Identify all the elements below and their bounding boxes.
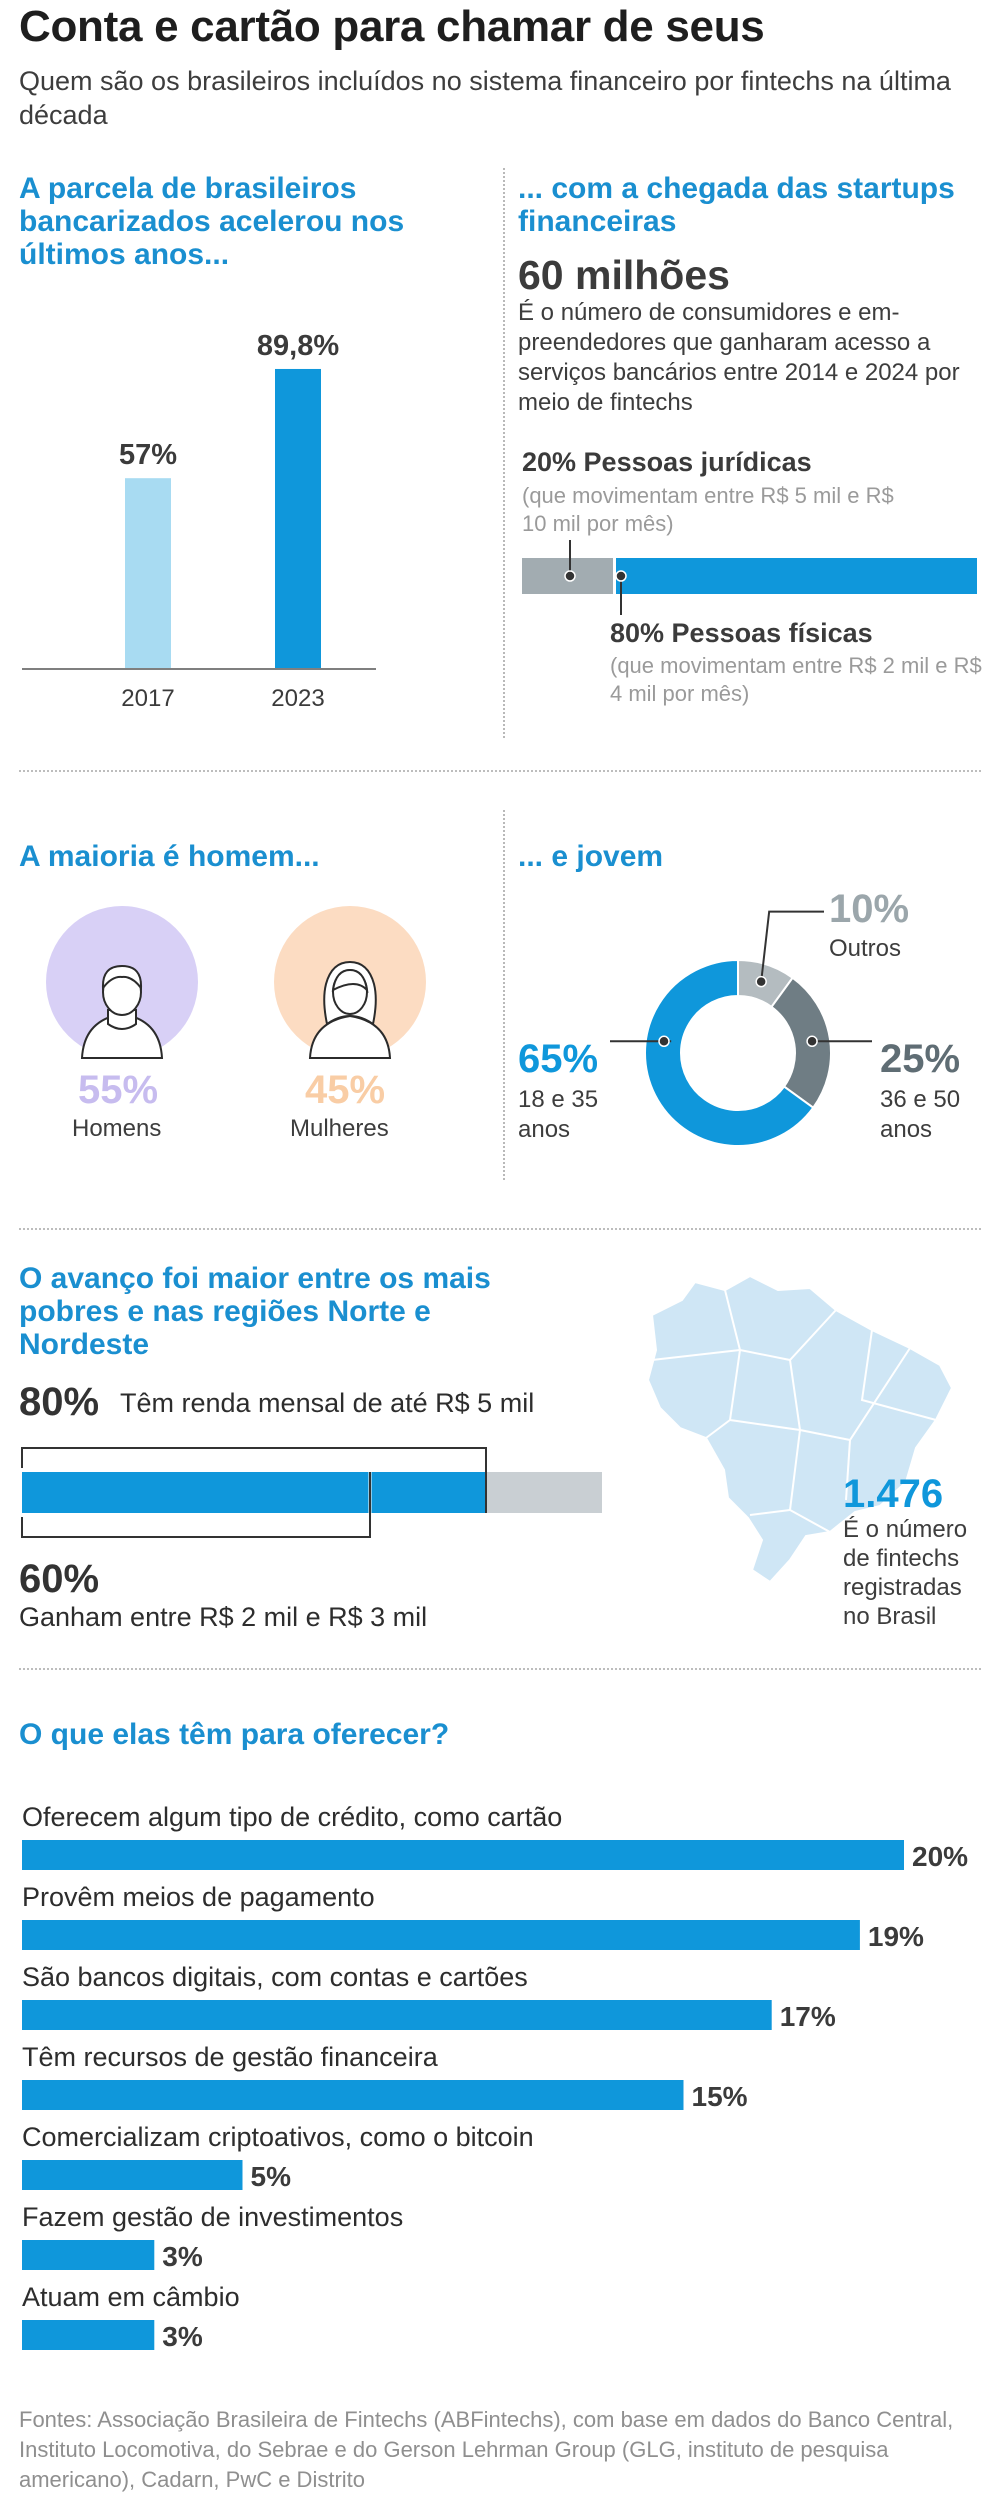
offer-value-1: 20% [912,1841,968,1872]
mid-percentage: 25% [880,1037,961,1081]
gender-section-title: A maioria é homem... [19,840,320,873]
offer-label-6: Fazem gestão de investimentos [22,2202,403,2232]
offer-label-5: Comercializam criptoativos, como o bitco… [22,2122,534,2152]
pf-note: (que movimentam entre R$ 2 mil e R$ 4 mi… [610,653,982,706]
bar-value-label-2017: 57% [119,439,177,471]
age-donut-chart [610,910,872,1147]
offer-label-1: Oferecem algum tipo de crédito, como car… [22,1802,562,1832]
offerings-bar-chart: Oferecem algum tipo de crédito, como car… [22,1802,968,2352]
men-percentage: 55% [78,1068,159,1112]
gender-illustration [46,906,426,1059]
offer-bar-6 [22,2240,155,2270]
offer-value-3: 17% [780,2001,836,2032]
age-section-title: ... e jovem [518,840,664,873]
sixty-million-number: 60 milhões [518,252,730,298]
income-section-title: O avanço foi maior entre os mais pobres … [19,1262,491,1361]
other-label: Outros [829,935,902,962]
section-divider-vertical-2 [503,810,505,1180]
pf-label: 80% Pessoas físicas [610,618,873,648]
offer-value-2: 19% [868,1921,924,1952]
income-60-bracket [21,1472,371,1538]
pf-leader-dot [615,570,627,582]
offer-value-7: 3% [162,2321,203,2352]
offer-bar-5 [22,2160,243,2190]
x-tick-label-2023: 2023 [271,685,324,712]
sources-footer: Fontes: Associação Brasileira de Fintech… [19,2407,954,2492]
mid-leader-dot [806,1035,818,1048]
offer-label-2: Provêm meios de pagamento [22,1882,375,1912]
income-bar-80 [22,1472,486,1513]
man-icon [80,964,164,1059]
offer-bar-4 [22,2080,684,2110]
fintechs-count-text: É o número de fintechs registradas no Br… [843,1516,968,1630]
offer-bar-1 [22,1840,904,1870]
pj-leader-dot [564,570,576,582]
pj-note: (que movimentam entre R$ 5 mil e R$ 10 m… [522,483,894,536]
offer-value-6: 3% [162,2241,203,2272]
young-label: 18 e 35 anos [518,1086,599,1143]
offer-bar-7 [22,2320,155,2350]
offer-bar-3 [22,2000,772,2030]
woman-icon [308,960,392,1059]
x-tick-label-2017: 2017 [121,685,174,712]
section-divider-vertical-1 [503,168,505,738]
other-leader-line [760,910,824,982]
sixty-million-description: É o número de consumidores e em-preended… [518,299,960,416]
mid-label: 36 e 50 anos [880,1086,961,1143]
pj-label: 20% Pessoas jurídicas [522,447,812,477]
other-leader-dot [755,975,767,988]
split-segment-pf [616,558,977,594]
bar-value-label-2023: 89,8% [257,330,339,362]
donut-slice-18-e-35-anos [644,958,815,1147]
income-80-label: Têm renda mensal de até R$ 5 mil [120,1388,535,1418]
section-divider-horizontal-3 [19,1668,981,1670]
startups-section-title: ... com a chegada das startups financeir… [518,172,955,238]
income-60-label: Ganham entre R$ 2 mil e R$ 3 mil [19,1602,428,1632]
pj-pf-split-bar [522,540,977,615]
offer-label-4: Têm recursos de gestão financeira [22,2042,439,2072]
income-80-bracket [21,1447,487,1513]
banked-bar-chart: 57% 2017 89,8% 2023 [22,330,376,712]
men-label: Homens [72,1115,162,1142]
section-divider-horizontal-1 [19,770,981,772]
young-leader-dot [658,1035,670,1048]
banked-section-title: A parcela de brasileiros bancarizados ac… [19,172,405,271]
income-60-percentage: 60% [19,1557,100,1601]
income-80-percentage: 80% [19,1380,100,1424]
page-subtitle: Quem são os brasileiros incluídos no sis… [19,66,951,130]
offer-value-5: 5% [251,2161,292,2192]
offer-label-3: São bancos digitais, com contas e cartõe… [22,1962,528,1992]
offer-section-title: O que elas têm para oferecer? [19,1718,450,1751]
offer-value-4: 15% [692,2081,748,2112]
bar-2023 [275,368,321,668]
offer-bar-2 [22,1920,860,1950]
bar-2017 [125,478,171,668]
brazil-map [646,1274,954,1584]
fintechs-count: 1.476 [843,1472,944,1516]
offer-label-7: Atuam em câmbio [22,2282,240,2312]
section-divider-horizontal-2 [19,1228,981,1230]
young-percentage: 65% [518,1037,599,1081]
women-percentage: 45% [305,1068,386,1112]
other-percentage: 10% [829,887,910,931]
women-label: Mulheres [290,1115,389,1142]
page-title: Conta e cartão para chamar de seus [19,2,765,51]
income-bar-chart [21,1447,602,1538]
